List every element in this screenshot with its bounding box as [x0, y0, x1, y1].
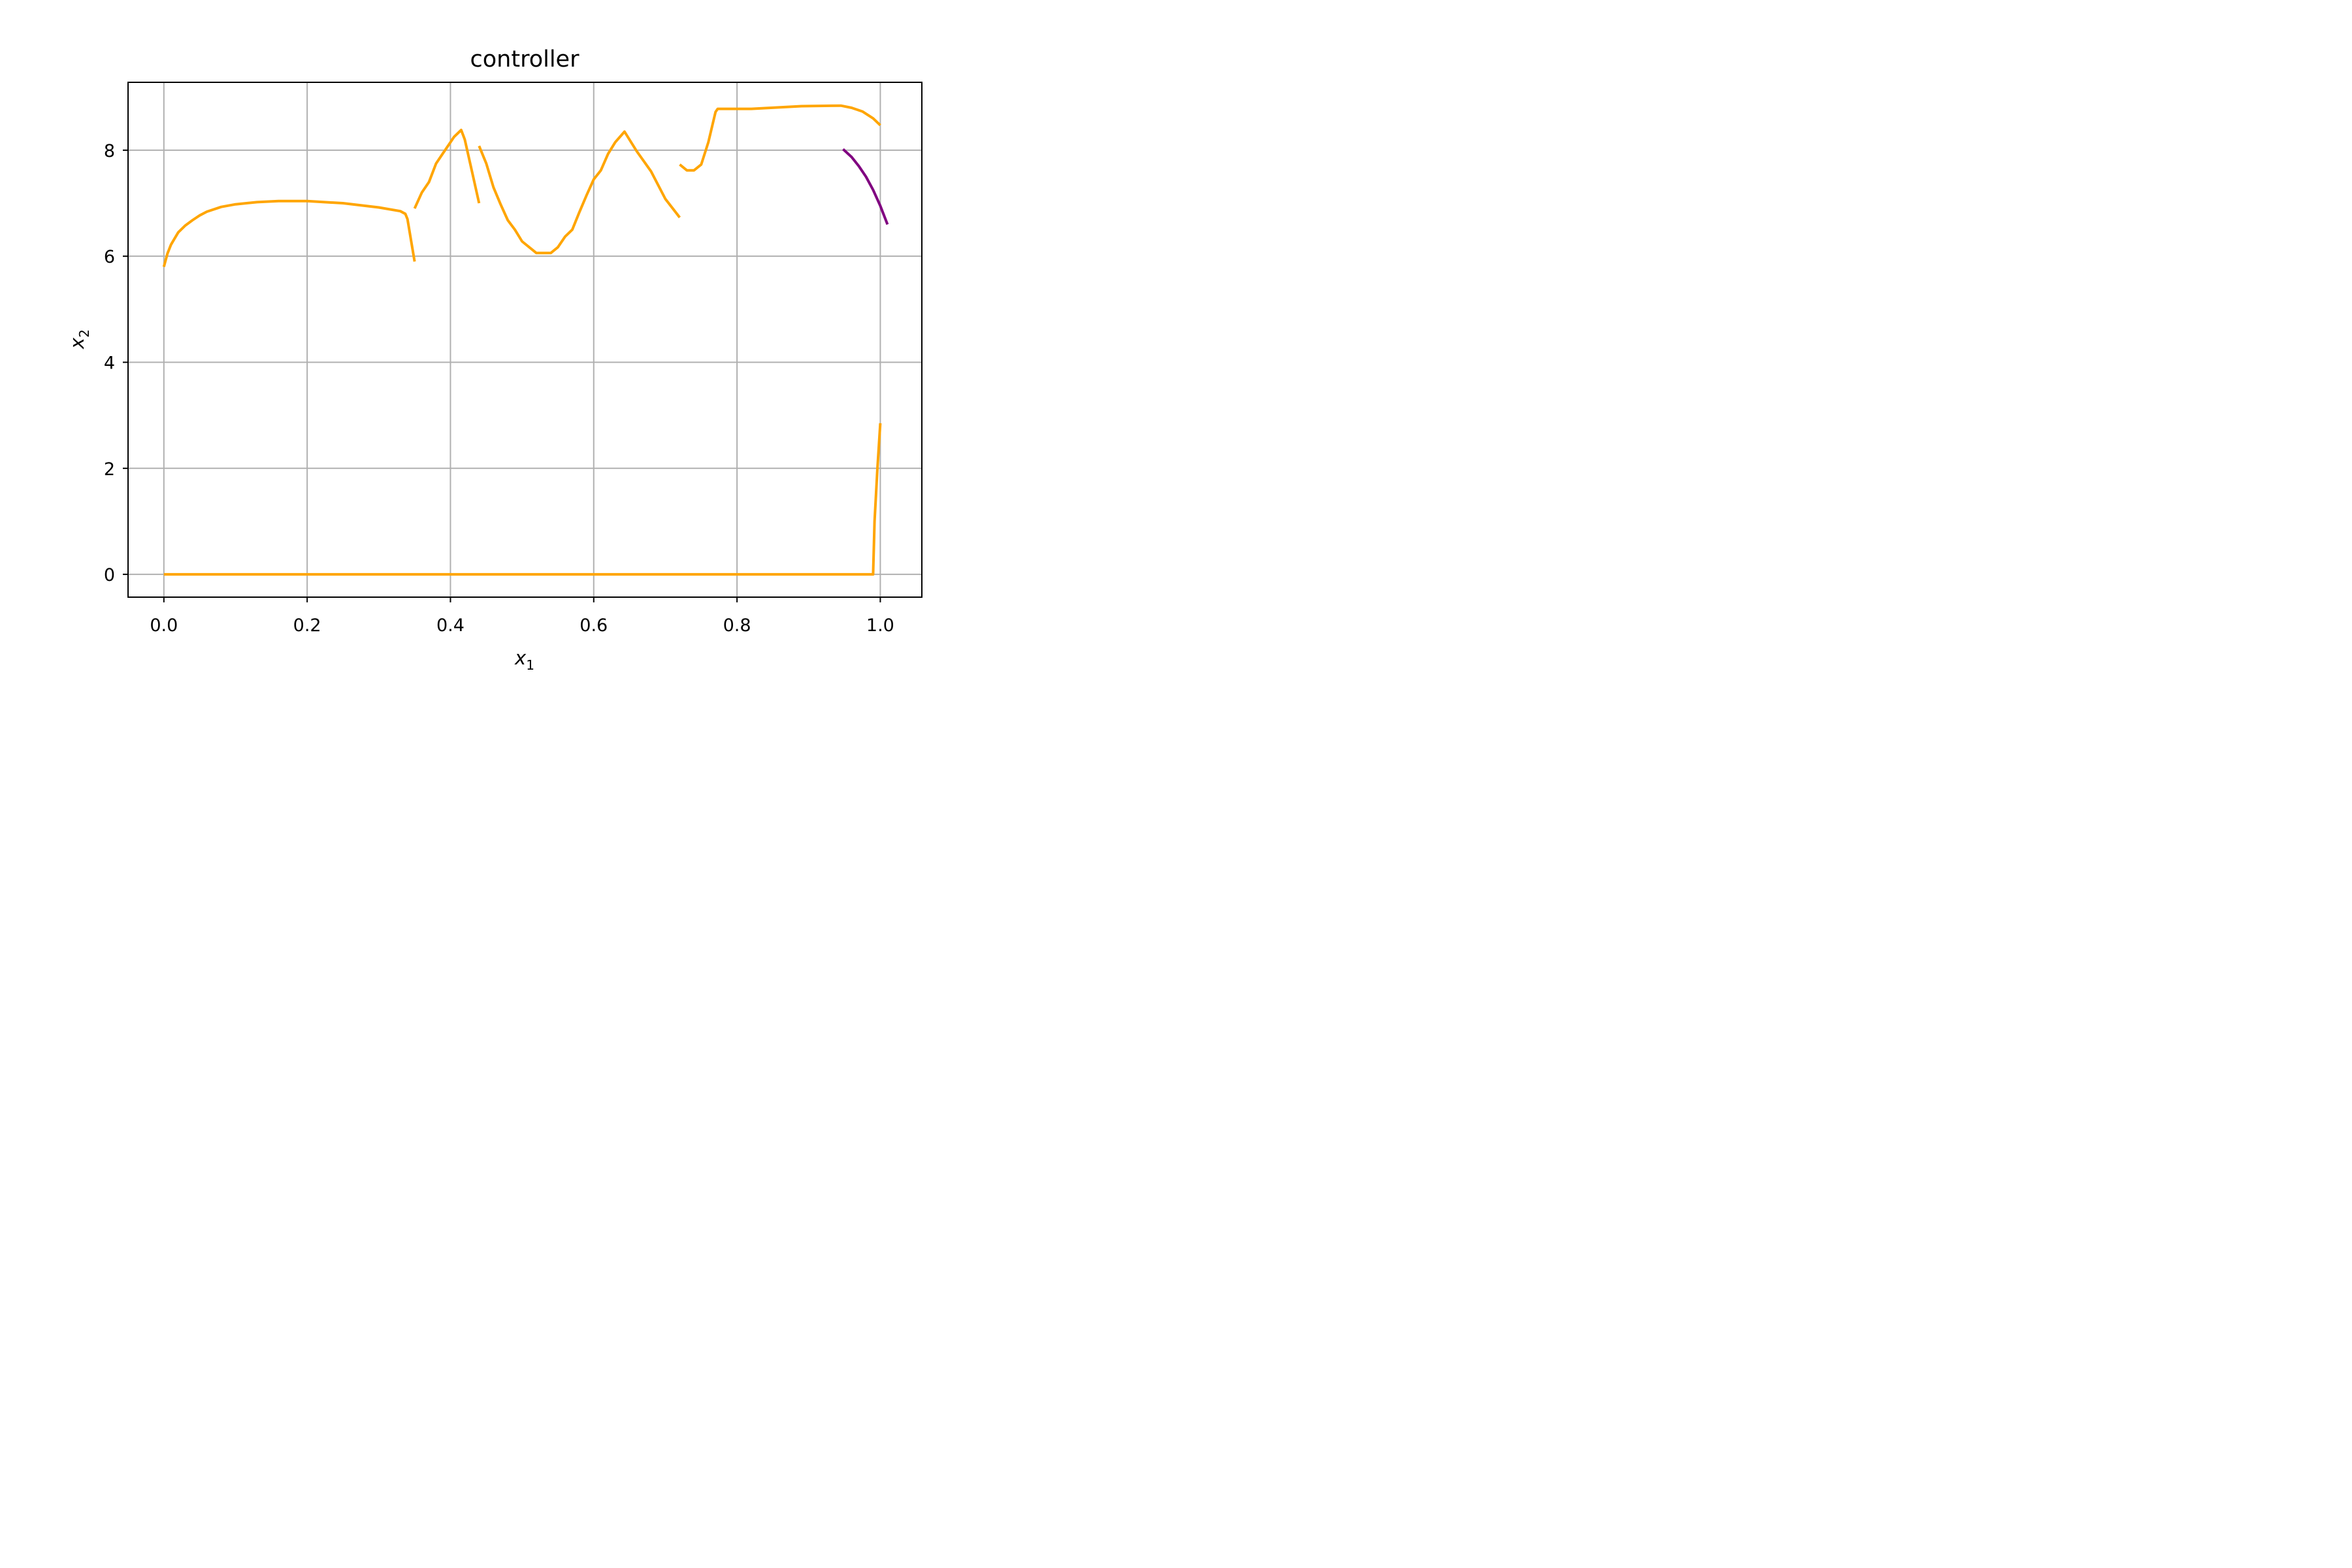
x-tick-label: 0.4 — [436, 615, 465, 636]
series-line-4 — [679, 104, 881, 172]
series-line-3 — [478, 130, 681, 255]
y-tick-label: 6 — [104, 247, 115, 267]
x-tick-label: 0.8 — [723, 615, 751, 636]
y-tick-label: 4 — [104, 353, 115, 373]
chart-title: controller — [470, 46, 580, 73]
x-tick-label: 1.0 — [866, 615, 894, 636]
y-tick-label: 0 — [104, 565, 115, 585]
x-axis-title-subscript: 1 — [526, 657, 534, 673]
x-axis-title-base: x — [514, 647, 527, 669]
figure-background — [0, 0, 1010, 689]
y-axis-title-base: x — [66, 337, 88, 350]
y-axis-ticks: 0 2 4 6 8 — [104, 141, 128, 585]
y-tick-label: 8 — [104, 141, 115, 161]
series-line-5 — [163, 423, 882, 576]
y-axis-title: x2 — [66, 329, 92, 350]
x-tick-label: 0.0 — [150, 615, 178, 636]
x-axis-title: x1 — [514, 647, 534, 673]
plot-frame — [127, 82, 923, 598]
y-tick-label: 2 — [104, 459, 115, 480]
x-tick-label: 0.6 — [580, 615, 608, 636]
y-axis-title-subscript: 2 — [76, 329, 92, 338]
plot-series — [162, 104, 889, 576]
series-line-6 — [842, 148, 889, 225]
series-line-2 — [413, 129, 481, 209]
x-axis-ticks: 0.0 0.2 0.4 0.6 0.8 1.0 — [150, 597, 894, 636]
x-tick-label: 0.2 — [293, 615, 321, 636]
series-line-1 — [162, 199, 416, 267]
